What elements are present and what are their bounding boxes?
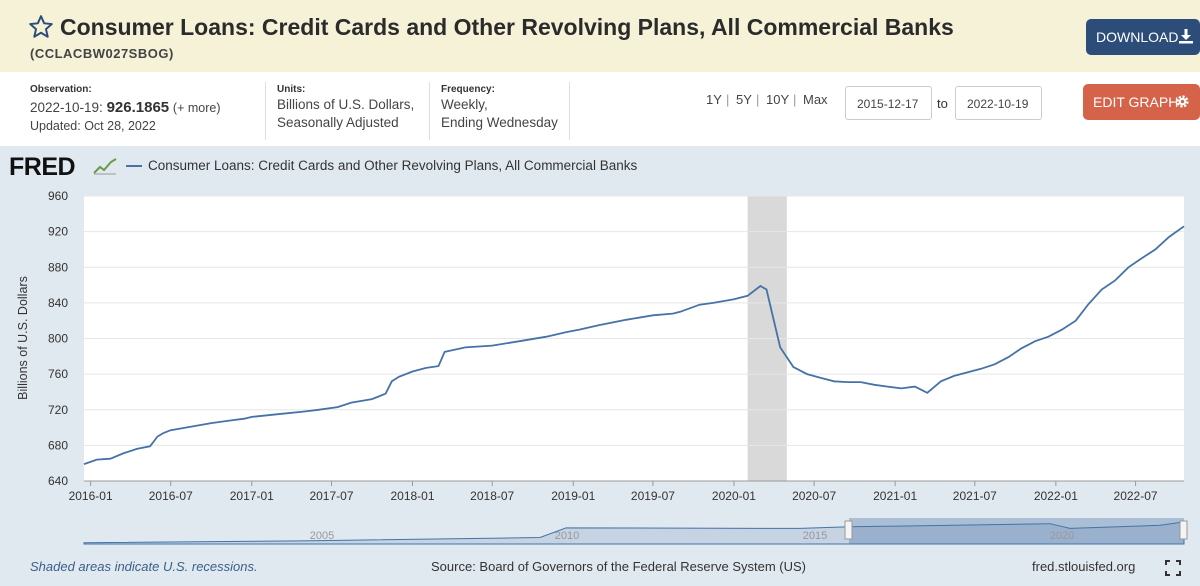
units-label: Units: xyxy=(277,84,306,95)
observation-value: 926.1865 xyxy=(106,99,170,116)
units-line1: Billions of U.S. Dollars, xyxy=(277,97,415,112)
date-range-to-label: to xyxy=(937,96,948,111)
fred-url-link[interactable]: fred.stlouisfed.org xyxy=(1032,559,1136,574)
download-icon xyxy=(1179,29,1193,44)
navigator-tick-label: 2005 xyxy=(310,530,334,542)
observation-label: Observation: xyxy=(30,84,92,95)
y-tick-label: 720 xyxy=(48,403,68,417)
x-tick-label: 2019-01 xyxy=(551,489,595,503)
edit-graph-label: EDIT GRAPH xyxy=(1093,94,1179,110)
navigator-tick-label: 2010 xyxy=(555,530,579,542)
y-tick-label: 640 xyxy=(48,474,68,488)
y-tick-label: 920 xyxy=(48,225,68,239)
fullscreen-icon[interactable] xyxy=(1165,560,1181,576)
x-tick-label: 2022-01 xyxy=(1034,489,1078,503)
x-tick-label: 2020-01 xyxy=(712,489,756,503)
x-tick-label: 2022-07 xyxy=(1114,489,1158,503)
navigator-tick-label: 2015 xyxy=(803,530,827,542)
y-tick-label: 760 xyxy=(48,367,68,381)
fred-logo: FRED xyxy=(9,153,76,181)
page-header: Consumer Loans: Credit Cards and Other R… xyxy=(0,0,1200,72)
range-max-button[interactable]: Max xyxy=(803,92,828,107)
meta-divider xyxy=(429,82,430,140)
x-tick-label: 2018-07 xyxy=(470,489,514,503)
end-date-input[interactable]: 2022-10-19 xyxy=(955,86,1042,120)
navigator-right-handle[interactable] xyxy=(1179,520,1188,540)
edit-graph-button[interactable]: EDIT GRAPH xyxy=(1083,84,1200,120)
x-tick-label: 2021-07 xyxy=(953,489,997,503)
series-metadata: Observation: 2022-10-19: 926.1865 (+ mor… xyxy=(0,72,1200,146)
range-separator: | xyxy=(756,92,760,107)
updated-date: Updated: Oct 28, 2022 xyxy=(30,119,156,133)
range-separator: | xyxy=(793,92,797,107)
x-tick-label: 2020-07 xyxy=(792,489,836,503)
observation-more-link[interactable]: (+ more) xyxy=(172,101,221,115)
range-1y-button[interactable]: 1Y xyxy=(706,92,722,107)
star-icon[interactable] xyxy=(28,14,54,40)
y-axis-label: Billions of U.S. Dollars xyxy=(16,276,30,400)
observation-line: 2022-10-19: 926.1865 (+ more) xyxy=(30,99,221,116)
y-tick-label: 800 xyxy=(48,332,68,346)
x-tick-label: 2016-01 xyxy=(69,489,113,503)
series-title: Consumer Loans: Credit Cards and Other R… xyxy=(60,14,954,40)
x-tick-label: 2016-07 xyxy=(149,489,193,503)
frequency-line1: Weekly, xyxy=(441,97,488,112)
chart-svg: 640 680 720 760 800 840 880 920 960 2016-01 2016-… xyxy=(16,189,1188,545)
navigator-tick-label: 2020 xyxy=(1050,530,1074,542)
chart-panel: 640 680 720 760 800 840 880 920 960 2016-01 2016-… xyxy=(0,146,1200,586)
frequency-label: Frequency: xyxy=(441,84,495,95)
x-tick-label: 2018-01 xyxy=(390,489,434,503)
gear-icon xyxy=(1176,95,1189,108)
fred-chart-icon xyxy=(93,158,117,175)
observation-date: 2022-10-19: xyxy=(30,100,103,115)
x-tick-label: 2019-07 xyxy=(631,489,675,503)
units-line2: Seasonally Adjusted xyxy=(277,115,399,130)
series-line xyxy=(83,225,1185,465)
x-tick-label: 2017-01 xyxy=(230,489,274,503)
range-5y-button[interactable]: 5Y xyxy=(736,92,752,107)
y-tick-label: 880 xyxy=(48,260,68,274)
download-label: DOWNLOAD xyxy=(1096,29,1179,45)
legend-swatch xyxy=(126,165,142,167)
data-source: Source: Board of Governors of the Federa… xyxy=(431,559,806,574)
navigator-left-handle[interactable] xyxy=(844,520,853,540)
download-button[interactable]: DOWNLOAD xyxy=(1086,19,1200,55)
y-tick-label: 960 xyxy=(48,189,68,203)
frequency-line2: Ending Wednesday xyxy=(441,115,558,130)
meta-divider xyxy=(265,82,266,140)
range-separator: | xyxy=(726,92,730,107)
legend-series-name: Consumer Loans: Credit Cards and Other R… xyxy=(148,158,638,173)
y-tick-label: 840 xyxy=(48,296,68,310)
y-tick-label: 680 xyxy=(48,438,68,452)
x-tick-label: 2021-01 xyxy=(873,489,917,503)
navigator-selection[interactable] xyxy=(849,518,1184,544)
recession-note: Shaded areas indicate U.S. recessions. xyxy=(30,559,258,574)
series-id: (CCLACBW027SBOG) xyxy=(30,46,174,61)
meta-divider xyxy=(569,82,570,140)
start-date-input[interactable]: 2015-12-17 xyxy=(845,86,932,120)
range-10y-button[interactable]: 10Y xyxy=(766,92,790,107)
range-navigator[interactable]: 2005 2010 2015 2020 xyxy=(83,518,1188,545)
x-tick-label: 2017-07 xyxy=(309,489,353,503)
